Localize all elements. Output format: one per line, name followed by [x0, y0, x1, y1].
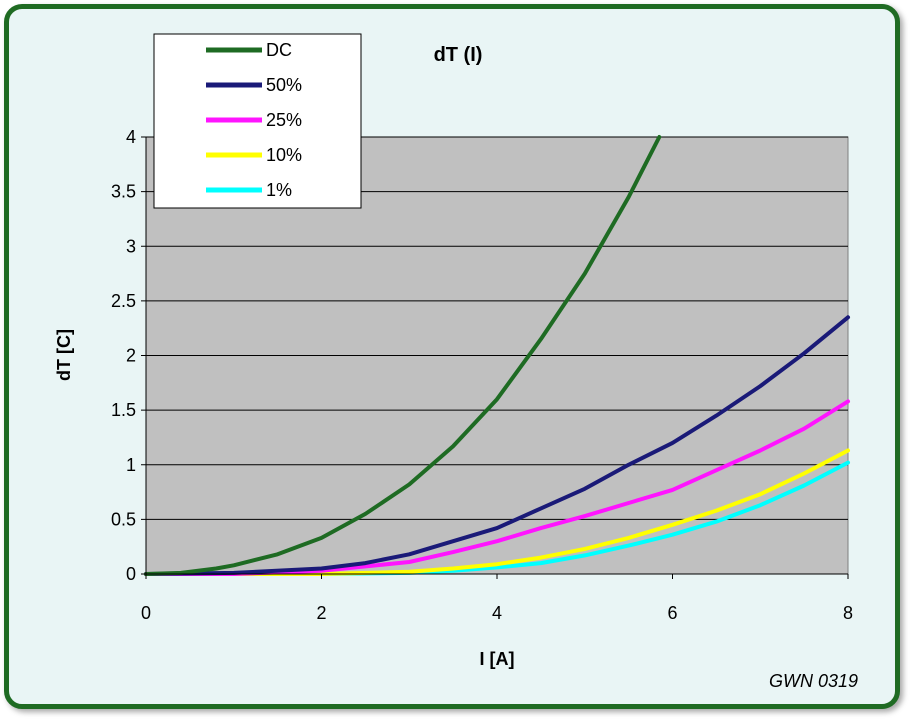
x-tick-label: 8: [843, 603, 853, 623]
y-tick-labels: 0 0.5 1 1.5 2 2.5 3 3.5 4: [111, 127, 136, 584]
credit-annotation: GWN 0319: [769, 671, 858, 691]
x-axis-label: I [A]: [480, 649, 515, 669]
y-tick-label: 3.5: [111, 182, 136, 202]
axes: [141, 136, 849, 579]
series-line-dc: [144, 135, 662, 576]
legend-label: DC: [266, 40, 292, 60]
y-tick-label: 0.5: [111, 509, 136, 529]
y-tick-label: 2: [126, 346, 136, 366]
y-tick-label: 1: [126, 455, 136, 475]
series-line-50pct: [144, 315, 850, 576]
y-tick-label: 4: [126, 127, 136, 147]
x-tick-label: 6: [667, 603, 677, 623]
y-tick-label: 1.5: [111, 400, 136, 420]
series-line-10pct: [179, 448, 850, 576]
y-tick-label: 3: [126, 236, 136, 256]
x-tick-labels: 0 2 4 6 8: [141, 603, 853, 623]
x-tick-label: 0: [141, 603, 151, 623]
series-lines: [144, 135, 850, 576]
y-tick-label: 2.5: [111, 291, 136, 311]
legend-label: 50%: [266, 75, 302, 95]
y-tick-label: 0: [126, 564, 136, 584]
x-tick-label: 4: [492, 603, 502, 623]
y-axis-label: dT [C]: [54, 329, 74, 381]
legend: DC 50% 25% 10% 1%: [153, 33, 362, 209]
chart-title: dT (I): [434, 44, 483, 66]
x-tick-label: 2: [316, 603, 326, 623]
gridlines: [146, 136, 848, 575]
series-line-25pct: [144, 399, 850, 576]
legend-label: 25%: [266, 110, 302, 130]
legend-label: 10%: [266, 145, 302, 165]
legend-label: 1%: [266, 180, 292, 200]
